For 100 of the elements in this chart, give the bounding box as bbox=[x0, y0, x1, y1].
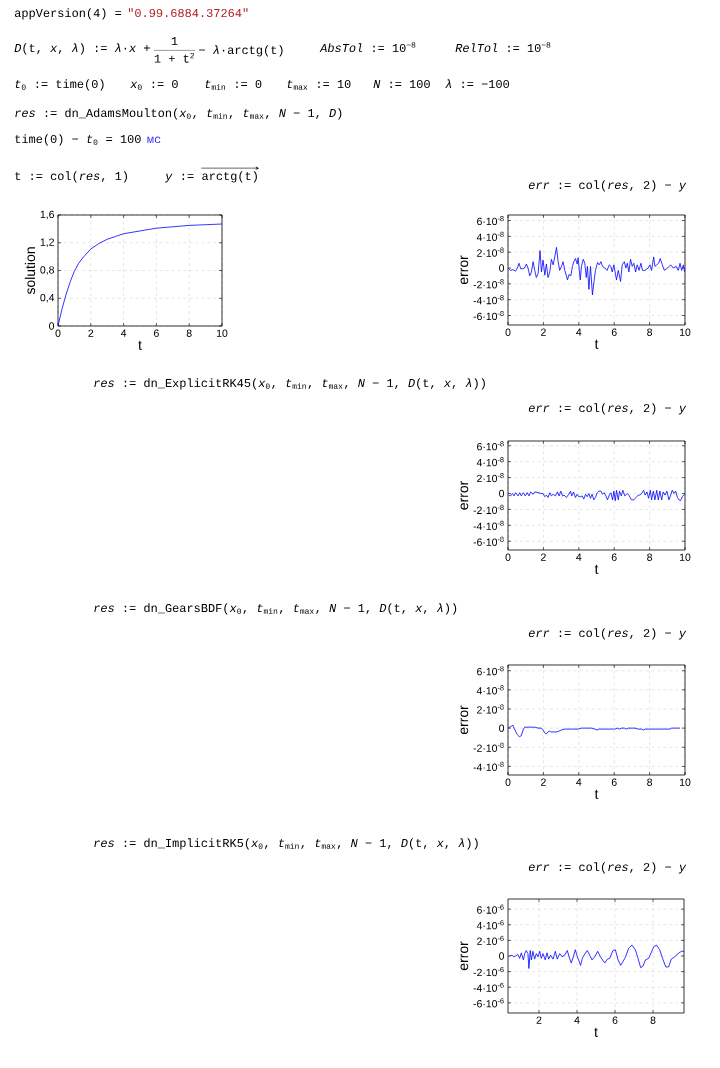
y-tick-label: -4·10$^{-6}$ bbox=[473, 982, 504, 992]
text: res := dn_GearsBDF(x$_{0}$, t$_{min}$, t$_{max}$, N − 1, D(t, x, λ)) bbox=[94, 603, 457, 615]
text: AbsTol := 10$^{−8}$ bbox=[319, 42, 416, 53]
x-tick-label: 6 bbox=[612, 1016, 618, 1024]
x-tick-label: 4 bbox=[574, 1016, 580, 1024]
y-tick-label: 6·10$^{-8}$ bbox=[477, 441, 504, 451]
y-tick-label: 0,4 bbox=[40, 293, 55, 303]
text: t$_{min}$ := 0 bbox=[205, 79, 262, 90]
y-axis-title: error bbox=[460, 481, 469, 510]
y-tick-label: 2·10$^{-6}$ bbox=[477, 935, 504, 945]
text: − λ·arctg(t) bbox=[199, 45, 283, 57]
x-tick-label: 2 bbox=[541, 553, 546, 561]
y-tick-label: 4·10$^{-6}$ bbox=[476, 920, 504, 930]
line-series bbox=[58, 223, 222, 326]
y-tick-label: -4·10$^{-8}$ bbox=[473, 295, 504, 305]
text: res := dn_ImplicitRK5(x$_{0}$, t$_{min}$, t$_{max}$, N − 1, D(t, x, λ)) bbox=[94, 838, 478, 850]
y-tick-label: 4·10$^{-8}$ bbox=[476, 685, 504, 695]
x-axis-title: t bbox=[138, 340, 142, 350]
y-tick-label: -6·10$^{-6}$ bbox=[473, 998, 504, 1008]
text: y := bbox=[165, 173, 194, 183]
y-tick-label: -4·10$^{-8}$ bbox=[473, 761, 504, 771]
y-axis-title: solution bbox=[24, 247, 36, 295]
text: res := dn_AdamsMoulton(x$_{0}$, t$_{min}$, t$_{max}$, N − 1, D) bbox=[15, 108, 342, 120]
text: 1 bbox=[171, 37, 178, 45]
text: err := col(res, 2) − y bbox=[528, 180, 687, 192]
y-tick-label: 0 bbox=[499, 264, 505, 272]
text: RelTol := 10$^{−8}$ bbox=[455, 42, 551, 53]
y-tick-label: 1,2 bbox=[40, 238, 54, 248]
x-tick-label: 6 bbox=[611, 328, 617, 336]
y-tick-label: 0,8 bbox=[40, 266, 55, 275]
y-tick-label: 6·10$^{-8}$ bbox=[477, 666, 504, 676]
text: err := col(res, 2) − y bbox=[528, 862, 687, 874]
y-tick-label: -2·10$^{-8}$ bbox=[473, 742, 504, 752]
x-axis-title: t bbox=[594, 789, 599, 799]
x-tick-label: 2 bbox=[536, 1016, 542, 1024]
y-axis-title: error bbox=[460, 941, 469, 971]
text: err := col(res, 2) − y bbox=[528, 403, 687, 415]
text: res := dn_ExplicitRK45(x$_{0}$, t$_{min}$, t$_{max}$, N − 1, D(t, x, λ)) bbox=[94, 378, 485, 390]
x-axis-title: t bbox=[594, 339, 599, 349]
y-tick-label: 6·10$^{-8}$ bbox=[477, 215, 504, 226]
y-tick-label: -2·10$^{-8}$ bbox=[473, 279, 504, 289]
text: arctg(t) bbox=[202, 171, 257, 183]
x-tick-label: 2 bbox=[541, 778, 546, 786]
y-tick-label: 1,6 bbox=[40, 210, 55, 220]
line-series bbox=[508, 247, 686, 296]
y-tick-label: -4·10$^{-8}$ bbox=[473, 520, 504, 530]
x-tick-label: 10 bbox=[679, 553, 691, 561]
x-tick-label: 4 bbox=[576, 553, 582, 561]
y-tick-label: 2·10$^{-8}$ bbox=[477, 704, 504, 714]
x-axis-title: t bbox=[594, 564, 599, 574]
x-tick-label: 10 bbox=[679, 328, 691, 336]
x-tick-label: 4 bbox=[120, 329, 127, 337]
y-axis-title: error bbox=[460, 255, 469, 285]
text: мс bbox=[147, 136, 161, 144]
y-tick-label: 0 bbox=[499, 724, 505, 732]
text: t$_{max}$ := 10 bbox=[287, 79, 351, 90]
text: err := col(res, 2) − y bbox=[528, 628, 687, 640]
y-tick-label: 0 bbox=[499, 952, 505, 960]
text: time(0) − t$_{0}$ = 100 bbox=[15, 134, 141, 146]
y-tick-label: 4·10$^{-8}$ bbox=[476, 457, 504, 467]
x-tick-label: 8 bbox=[650, 1016, 656, 1024]
text: 1 + t$^{2}$ bbox=[154, 52, 194, 63]
text: t := col(res, 1) bbox=[15, 171, 127, 183]
x-tick-label: 6 bbox=[611, 778, 617, 786]
x-tick-label: 6 bbox=[154, 329, 159, 337]
y-tick-label: 4·10$^{-8}$ bbox=[476, 231, 504, 241]
x-tick-label: 8 bbox=[647, 328, 653, 336]
y-tick-label: -2·10$^{-6}$ bbox=[473, 967, 504, 977]
x-tick-label: 6 bbox=[611, 553, 617, 561]
text: appVersion(4) = bbox=[14, 8, 122, 20]
y-tick-label: -6·10$^{-8}$ bbox=[473, 310, 504, 321]
x-tick-label: 8 bbox=[186, 329, 192, 337]
y-tick-label: -2·10$^{-8}$ bbox=[473, 504, 504, 515]
y-tick-label: 2·10$^{-8}$ bbox=[477, 473, 504, 483]
y-axis-title: error bbox=[460, 705, 469, 735]
text: λ := −100 bbox=[445, 79, 510, 89]
x-tick-label: 0 bbox=[505, 778, 511, 786]
x-tick-label: 10 bbox=[216, 329, 228, 337]
x-tick-label: 10 bbox=[679, 778, 691, 786]
line-series bbox=[509, 944, 685, 969]
x-tick-label: 4 bbox=[576, 778, 582, 786]
y-tick-label: 0 bbox=[499, 489, 505, 498]
x-tick-label: 4 bbox=[576, 328, 582, 336]
y-tick-label: 0 bbox=[49, 322, 55, 330]
text: N := 100 bbox=[373, 79, 430, 89]
x-tick-label: 8 bbox=[647, 778, 653, 786]
y-tick-label: -6·10$^{-8}$ bbox=[473, 536, 504, 546]
text: D(t, x, λ) := λ·x + bbox=[14, 43, 150, 55]
x-tick-label: 0 bbox=[505, 553, 511, 561]
x-axis-title: t bbox=[594, 1027, 598, 1037]
x-tick-label: 0 bbox=[505, 328, 511, 336]
x-tick-label: 0 bbox=[55, 329, 61, 337]
y-tick-label: 2·10$^{-8}$ bbox=[477, 247, 504, 257]
x-tick-label: 2 bbox=[541, 328, 546, 336]
text: "0.99.6884.37264" bbox=[128, 8, 248, 18]
x-tick-label: 8 bbox=[647, 553, 653, 561]
text: x$_{0}$ := 0 bbox=[130, 79, 178, 90]
y-tick-label: 6·10$^{-6}$ bbox=[477, 904, 504, 914]
x-tick-label: 2 bbox=[88, 329, 94, 337]
text: t$_{0}$ := time(0) bbox=[15, 79, 104, 91]
